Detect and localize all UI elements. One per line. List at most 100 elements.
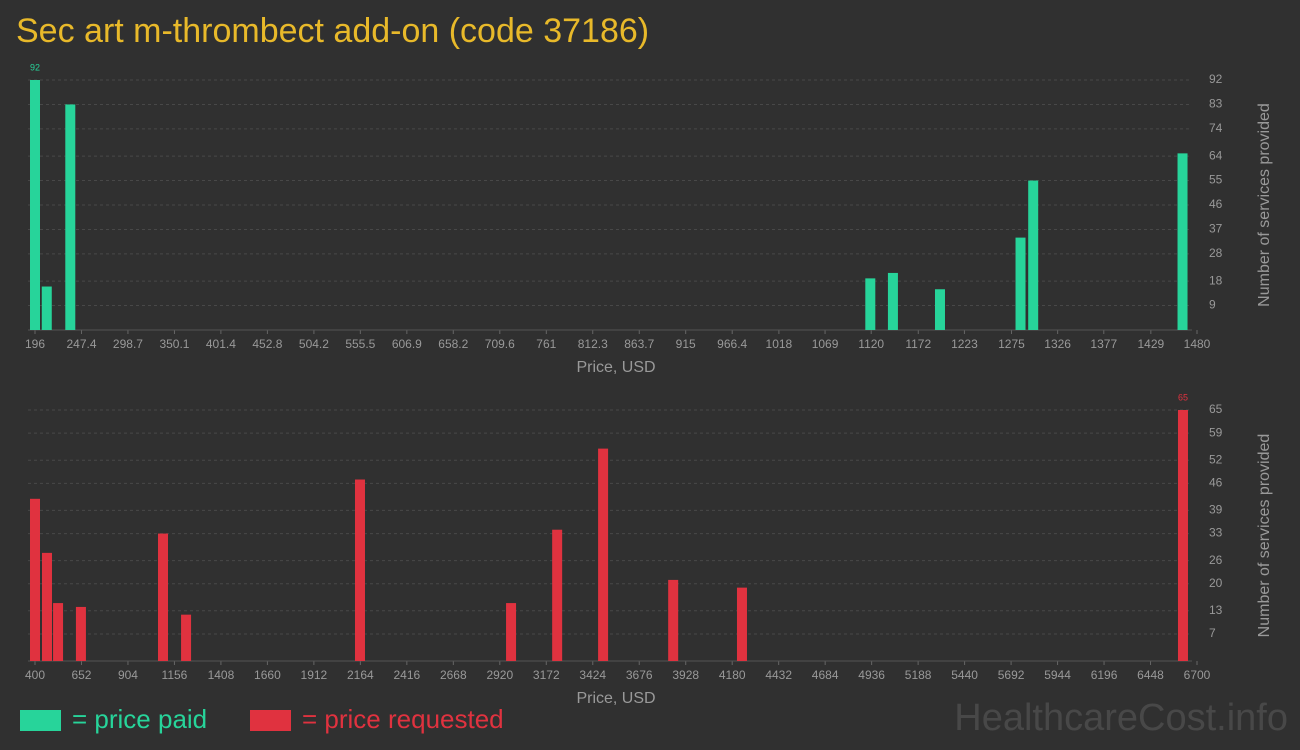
bar <box>181 614 192 661</box>
x-tick-label: 1120 <box>858 337 884 351</box>
x-tick-label: 1275 <box>998 337 1025 351</box>
bar <box>598 448 609 661</box>
y-tick-label: 7 <box>1209 626 1216 640</box>
x-tick-label: 4180 <box>719 668 746 682</box>
x-axis-label: Price, USD <box>576 690 655 707</box>
x-tick-label: 709.6 <box>485 337 515 351</box>
x-tick-label: 863.7 <box>624 337 654 351</box>
bar <box>65 104 76 331</box>
bar <box>552 529 563 661</box>
x-tick-label: 298.7 <box>113 337 143 351</box>
y-tick-label: 9 <box>1209 298 1216 312</box>
bar <box>887 272 898 330</box>
y-tick-label: 20 <box>1209 576 1223 590</box>
y-tick-label: 74 <box>1209 121 1223 135</box>
y-axis-label: Number of services provided <box>1256 103 1273 307</box>
y-axis-label: Number of services provided <box>1256 434 1273 638</box>
x-tick-label: 6700 <box>1184 668 1211 682</box>
y-tick-label: 83 <box>1209 97 1223 111</box>
x-tick-label: 1018 <box>766 337 793 351</box>
y-tick-label: 59 <box>1209 425 1223 439</box>
x-tick-label: 1660 <box>254 668 281 682</box>
x-tick-label: 966.4 <box>717 337 747 351</box>
x-tick-label: 4936 <box>858 668 885 682</box>
x-tick-label: 2416 <box>393 668 420 682</box>
x-tick-label: 1223 <box>951 337 978 351</box>
legend-swatch <box>20 710 61 731</box>
bar <box>1177 410 1188 661</box>
data-label: 92 <box>30 62 40 72</box>
bar <box>30 80 40 330</box>
x-tick-label: 1069 <box>812 337 839 351</box>
x-axis-label: Price, USD <box>576 359 655 376</box>
y-tick-label: 28 <box>1209 246 1223 260</box>
x-tick-label: 5188 <box>905 668 932 682</box>
bar <box>75 606 86 661</box>
data-label: 65 <box>1178 392 1188 402</box>
y-tick-label: 64 <box>1209 148 1223 162</box>
bar <box>1028 180 1039 330</box>
x-tick-label: 247.4 <box>67 337 97 351</box>
legend-label: = price requested <box>302 704 504 734</box>
x-tick-label: 3172 <box>533 668 560 682</box>
x-tick-label: 1326 <box>1044 337 1071 351</box>
x-tick-label: 2164 <box>347 668 374 682</box>
x-tick-label: 2668 <box>440 668 467 682</box>
y-tick-label: 65 <box>1209 402 1223 416</box>
bar <box>354 479 365 661</box>
legend-label: = price paid <box>72 704 207 734</box>
x-tick-label: 812.3 <box>578 337 608 351</box>
y-tick-label: 13 <box>1209 603 1223 617</box>
y-tick-label: 39 <box>1209 503 1223 517</box>
x-tick-label: 555.5 <box>345 337 375 351</box>
bar <box>865 278 876 330</box>
x-tick-label: 6196 <box>1091 668 1118 682</box>
x-tick-label: 652 <box>71 668 91 682</box>
bar <box>158 533 169 661</box>
bar <box>30 498 40 661</box>
x-tick-label: 1172 <box>905 337 931 351</box>
x-tick-label: 5944 <box>1044 668 1071 682</box>
legend-swatch <box>250 710 291 731</box>
y-tick-label: 52 <box>1209 452 1223 466</box>
y-tick-label: 46 <box>1209 476 1223 490</box>
x-tick-label: 1156 <box>162 668 188 682</box>
x-tick-label: 5440 <box>951 668 978 682</box>
x-tick-label: 452.8 <box>252 337 282 351</box>
x-tick-label: 6448 <box>1137 668 1164 682</box>
bar <box>506 603 517 661</box>
bar <box>736 587 747 661</box>
x-tick-label: 1480 <box>1184 337 1211 351</box>
page-title: Sec art m-thrombect add-on (code 37186) <box>16 12 649 50</box>
bar <box>53 603 64 661</box>
x-tick-label: 915 <box>676 337 696 351</box>
x-tick-label: 1377 <box>1090 337 1117 351</box>
y-tick-label: 18 <box>1209 273 1223 287</box>
x-tick-label: 4684 <box>812 668 839 682</box>
y-tick-label: 46 <box>1209 197 1223 211</box>
x-tick-label: 3676 <box>626 668 653 682</box>
x-tick-label: 2920 <box>486 668 513 682</box>
x-tick-label: 400 <box>25 668 45 682</box>
bar <box>1177 153 1188 330</box>
bar <box>934 289 945 330</box>
y-tick-label: 92 <box>1209 72 1223 86</box>
x-tick-label: 761 <box>536 337 556 351</box>
x-tick-label: 5692 <box>998 668 1025 682</box>
bar <box>41 552 52 661</box>
y-tick-label: 33 <box>1209 526 1223 540</box>
x-tick-label: 658.2 <box>438 337 468 351</box>
bar <box>668 579 679 661</box>
x-tick-label: 1912 <box>301 668 328 682</box>
bar <box>1015 237 1026 330</box>
watermark: HealthcareCost.info <box>954 697 1288 739</box>
x-tick-label: 606.9 <box>392 337 422 351</box>
x-tick-label: 504.2 <box>299 337 329 351</box>
x-tick-label: 1408 <box>208 668 235 682</box>
x-tick-label: 3928 <box>672 668 699 682</box>
x-tick-label: 3424 <box>579 668 606 682</box>
x-tick-label: 350.1 <box>159 337 189 351</box>
x-tick-label: 196 <box>25 337 45 351</box>
